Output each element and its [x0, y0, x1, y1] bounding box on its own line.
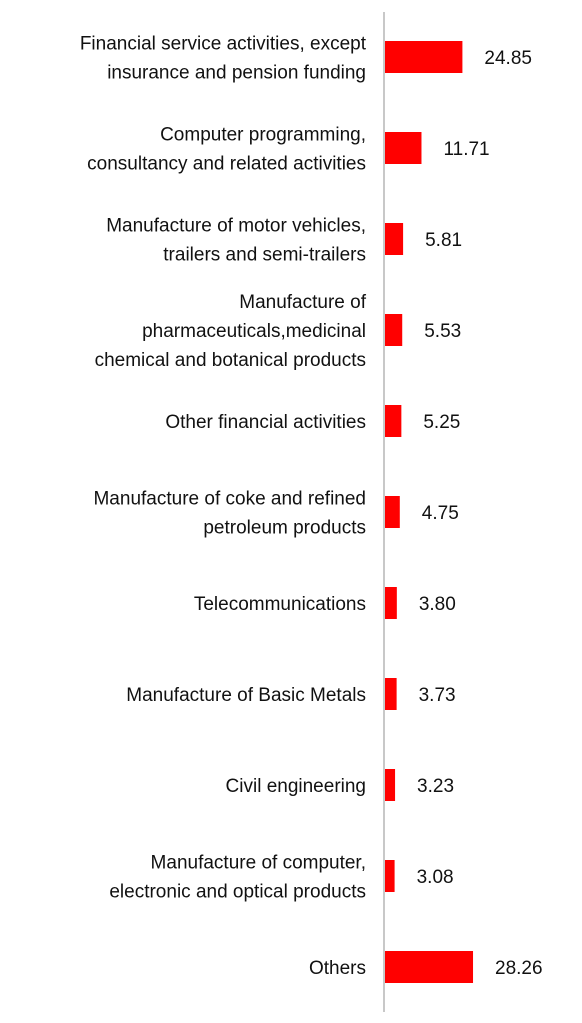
bar	[385, 132, 422, 164]
category-label: Financial service activities, except	[80, 34, 367, 55]
category-label: Civil engineering	[226, 776, 366, 797]
bar	[385, 496, 400, 528]
category-label: petroleum products	[203, 518, 366, 539]
bar-value-label: 3.80	[419, 594, 456, 615]
bar-value-label: 28.26	[495, 958, 543, 979]
category-label: Computer programming,	[160, 125, 366, 146]
bar	[385, 405, 402, 437]
category-label: Manufacture of motor vehicles,	[106, 216, 366, 237]
bar-value-label: 3.73	[419, 685, 456, 706]
category-label: insurance and pension funding	[107, 63, 366, 84]
category-label: pharmaceuticals,medicinal	[142, 321, 366, 342]
category-label: Telecommunications	[194, 594, 366, 615]
category-labels-group: Financial service activities, except insu…	[80, 34, 367, 980]
category-label: Other financial activities	[165, 412, 366, 433]
category-label: Manufacture of computer,	[151, 853, 366, 874]
category-label: electronic and optical products	[109, 882, 366, 903]
category-label: trailers and semi-trailers	[163, 245, 366, 266]
bar	[385, 951, 474, 983]
bar	[385, 223, 404, 255]
bar-value-label: 5.25	[423, 412, 460, 433]
bars-group	[385, 41, 474, 983]
bar	[385, 314, 403, 346]
category-label: consultancy and related activities	[87, 154, 366, 175]
bar	[385, 678, 397, 710]
value-labels-group: 24.85 11.71 5.81 5.53 5.25 4.75 3.80 3.73 3.23 3.…	[417, 48, 543, 979]
bar-value-label: 5.53	[424, 321, 461, 342]
category-label: chemical and botanical products	[95, 350, 366, 371]
category-label: Manufacture of Basic Metals	[126, 685, 366, 706]
category-label: Manufacture of coke and refined	[93, 489, 366, 510]
bar-value-label: 3.23	[417, 776, 454, 797]
bar-value-label: 11.71	[443, 139, 489, 160]
bar	[385, 769, 396, 801]
bar	[385, 587, 397, 619]
bar-value-label: 3.08	[417, 867, 454, 888]
category-label: Others	[309, 958, 366, 979]
bar-value-label: 4.75	[422, 503, 459, 524]
bar	[385, 860, 395, 892]
category-label: Manufacture of	[239, 292, 366, 313]
bar	[385, 41, 463, 73]
bar-value-label: 24.85	[484, 48, 532, 69]
bar-value-label: 5.81	[425, 230, 462, 251]
